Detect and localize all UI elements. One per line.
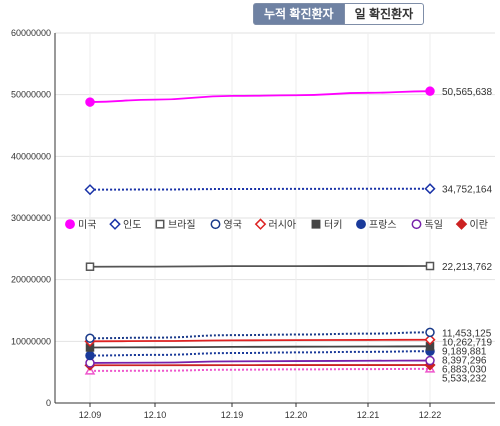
end-value-label: 50,565,638 [442,87,492,98]
legend-label: 영국 [224,219,242,231]
data-point-marker [425,86,435,96]
data-point-marker [85,97,95,107]
y-tick-label: 40000000 [11,151,51,161]
series-line-브라질 [89,265,431,268]
legend-marker [411,219,422,230]
x-tick-label: 12.19 [221,410,244,420]
legend-label: 러시아 [269,219,297,231]
legend-marker [356,219,366,230]
x-tick-label: 12.20 [285,410,308,420]
series-line-영국 [89,331,431,340]
data-point-marker [85,262,95,271]
legend-marker [65,219,75,230]
legend-marker [455,218,468,230]
legend-label: 터키 [324,219,342,231]
end-value-label: 9,189,881 [442,346,487,357]
legend-label: 이란 [470,219,488,231]
legend-label: 미국 [78,219,96,231]
legend-marker [210,219,221,230]
series-line-러시아 [89,338,431,343]
y-tick-label: 20000000 [11,275,51,285]
legend-label: 독일 [425,219,443,231]
data-point-marker [85,333,95,343]
data-point-marker [84,184,96,196]
x-tick-label: 12.09 [79,410,102,420]
data-labels: 50,565,638 34,752,164 22,213,762 11,453,125… [442,87,492,384]
data-point-marker [424,334,436,346]
end-value-label: 6,883,030 [442,364,487,375]
legend-marker [155,219,165,229]
series-line-미국 [89,90,431,103]
y-tick-label: 10000000 [11,336,51,346]
data-point-marker [425,261,435,271]
series-line-프랑스 [89,350,431,357]
x-tick-label: 12.10 [144,410,167,420]
end-value-label: 5,533,232 [442,373,487,384]
series-lines [84,86,436,375]
series-line-독일 [89,359,431,364]
legend-marker [109,218,121,230]
y-tick-label: 0 [46,398,51,408]
legend: 미국인도브라질영국러시아터키프랑스독일이란스페인 [65,218,488,231]
series-line-터키 [89,345,431,349]
legend-label: 프랑스 [369,219,397,231]
legend-marker [311,219,321,229]
y-tick-label: 30000000 [11,213,51,223]
legend-label: 인도 [123,219,141,231]
end-value-label: 8,397,296 [442,355,487,366]
y-tick-label: 60000000 [11,28,51,38]
legend-label: 브라질 [168,219,196,231]
end-value-label: 22,213,762 [442,262,492,273]
data-point-marker [425,327,435,338]
x-tick-label: 12.21 [357,410,380,420]
series-line-스페인 [89,367,431,372]
y-tick-label: 50000000 [11,90,51,100]
data-point-marker [85,350,95,361]
legend-marker [254,218,267,230]
chart-tab-group: 누적 확진환자 일 확진환자 [253,3,425,25]
data-point-marker [424,183,436,195]
series-line-인도 [89,187,431,191]
data-point-marker [425,355,435,366]
x-tick-label: 12.22 [419,410,442,420]
tab-daily-cases[interactable]: 일 확진환자 [344,3,425,25]
tab-cumulative-cases[interactable]: 누적 확진환자 [253,3,345,25]
end-value-label: 10,262,719 [442,337,492,348]
end-value-label: 34,752,164 [442,185,492,196]
axes: 0 10000000 20000000 30000000 40000000 5000000… [11,28,495,420]
end-value-label: 11,453,125 [442,328,492,339]
